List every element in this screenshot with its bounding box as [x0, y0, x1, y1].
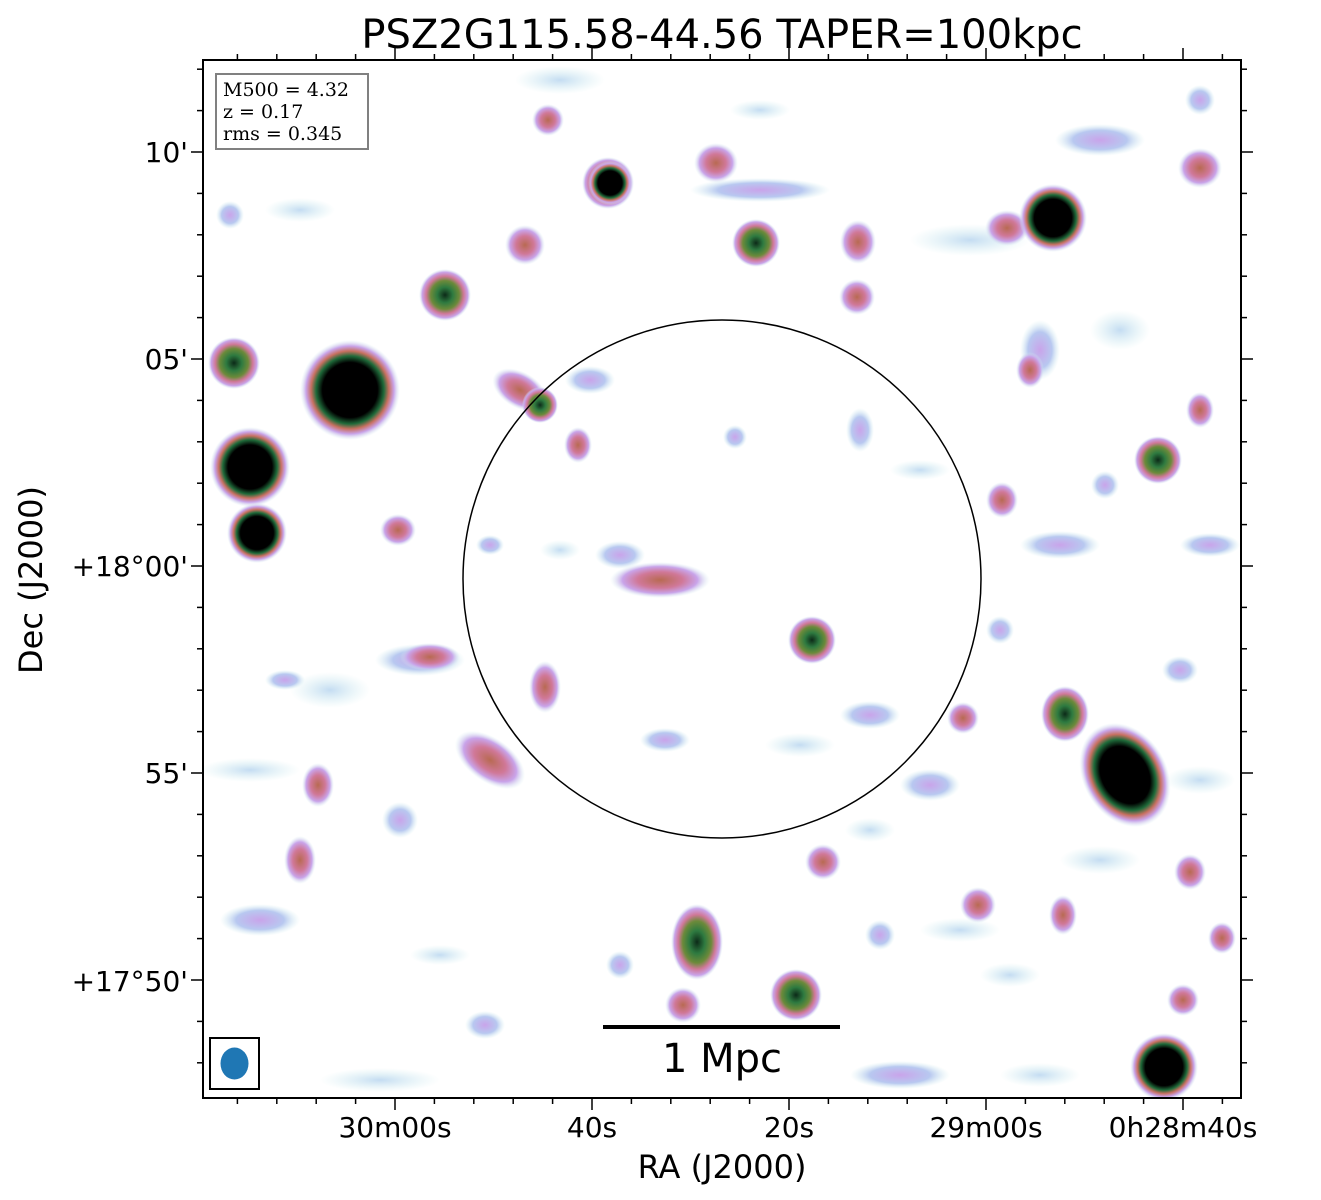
extended-emission [284, 104, 1236, 1023]
info-redshift: z = 0.17 [223, 101, 303, 123]
x-tick-label: 0h28m40s [1109, 1111, 1258, 1144]
y-tick-label: 05' [145, 343, 188, 376]
figure-title: PSZ2G115.58-44.56 TAPER=100kpc [361, 12, 1082, 58]
y-tick-label: 55' [145, 757, 188, 790]
x-axis-label: RA (J2000) [638, 1148, 807, 1186]
emission-map [203, 66, 1240, 1098]
y-tick-label: +17°50' [72, 965, 188, 998]
plot-frame [202, 59, 1242, 1099]
x-axis: 30m00s 40s 20s 29m00s 0h28m40s RA (J2000… [338, 1111, 1257, 1186]
x-tick-label: 40s [567, 1111, 617, 1144]
compact-sources [208, 157, 1182, 1021]
noise-patches [203, 66, 1240, 1092]
y-axis: 10' 05' +18°00' 55' +17°50' Dec (J2000) [12, 136, 188, 998]
y-axis-label: Dec (J2000) [12, 486, 50, 674]
x-tick-label: 20s [764, 1111, 814, 1144]
info-box: M500 = 4.32 z = 0.17 rms = 0.345 [215, 73, 369, 150]
x-tick-label: 29m00s [929, 1111, 1042, 1144]
r500-circle [462, 319, 982, 839]
y-tick-label: 10' [145, 136, 188, 169]
y-tick-label: +18°00' [72, 550, 188, 583]
scale-bar-label: 1 Mpc [662, 1036, 782, 1082]
info-rms: rms = 0.345 [223, 123, 342, 145]
info-m500: M500 = 4.32 [223, 79, 349, 101]
plot-area: M500 = 4.32 z = 0.17 rms = 0.345 1 Mpc [191, 48, 1253, 1110]
scale-bar: 1 Mpc [603, 1025, 840, 1082]
bright-sources [210, 161, 1198, 1098]
axis-ticks [191, 48, 1253, 1110]
beam-ellipse [220, 1047, 249, 1080]
x-tick-label: 30m00s [338, 1111, 451, 1144]
beam-indicator [209, 1037, 260, 1090]
